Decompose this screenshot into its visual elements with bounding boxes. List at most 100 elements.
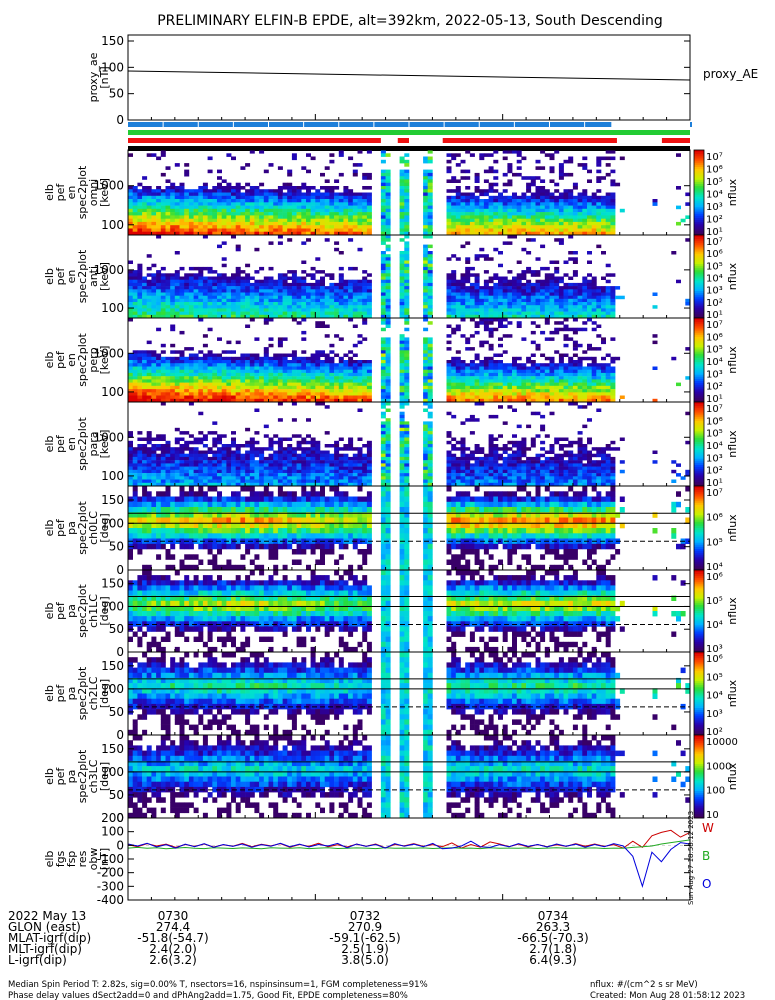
- spectrogram-cell: [502, 398, 508, 403]
- spectrogram-cell: [591, 392, 597, 396]
- spectrogram-cell: [652, 202, 658, 206]
- spectrogram-cell: [165, 456, 171, 461]
- spectrogram-cell: [249, 314, 255, 319]
- spectrogram-cell: [291, 398, 297, 403]
- spectrogram-cell: [249, 353, 255, 357]
- spectrogram-cell: [151, 372, 157, 377]
- spectrogram-cell: [324, 305, 330, 309]
- spectrogram-cell: [128, 450, 133, 454]
- spectrogram-cell: [320, 389, 325, 393]
- spectrogram-cell: [577, 282, 583, 287]
- status-bar-blue-seg-0: [128, 122, 612, 127]
- spectrogram-cell: [329, 225, 335, 229]
- spectrogram-cell: [572, 366, 578, 370]
- spectrogram-cell: [521, 192, 527, 197]
- spectrogram-cell: [404, 257, 410, 261]
- spectrogram-cell: [479, 360, 485, 364]
- spectrogram-cell: [282, 186, 288, 190]
- spectrogram-cell: [329, 208, 335, 213]
- spectrogram-cell: [142, 231, 148, 236]
- spectrogram-cell: [352, 192, 358, 197]
- spectrogram-cell: [165, 292, 171, 296]
- spectrogram-cell: [521, 282, 527, 287]
- spectrogram-cell: [320, 395, 325, 399]
- spectrogram-cell: [291, 218, 297, 223]
- spectrogram-cell: [170, 292, 176, 296]
- spectrogram-cell: [245, 208, 251, 213]
- spectrogram-cell: [483, 298, 489, 303]
- spectrogram-cell: [226, 444, 232, 448]
- status-bar-red-seg-1: [397, 138, 409, 143]
- spectrogram-cell: [469, 286, 475, 290]
- spectrogram-cell: [142, 208, 148, 213]
- spectrogram-cell: [146, 254, 152, 258]
- spectrogram-cell: [427, 231, 433, 236]
- spectrogram-cell: [601, 218, 606, 223]
- spectrogram-cell: [137, 195, 143, 200]
- spectrogram-cell: [479, 156, 485, 161]
- spectrogram-cell: [516, 372, 522, 377]
- spectrogram-cell: [231, 369, 236, 374]
- spectrogram-cell: [366, 282, 372, 287]
- spectrogram-cell: [306, 298, 311, 303]
- spectrogram-cell: [338, 289, 344, 293]
- spectrogram-cell: [207, 228, 213, 233]
- spectrogram-cell: [296, 308, 302, 312]
- spectrogram-cell: [324, 166, 330, 170]
- spectrogram-cell: [179, 195, 185, 200]
- spectrogram-cell: [357, 205, 363, 210]
- spectrogram-cell: [526, 286, 532, 290]
- spectrogram-cell: [423, 257, 429, 261]
- spectrogram-cell: [282, 392, 288, 396]
- spectrogram-cell: [226, 195, 232, 200]
- spectrogram-cell: [259, 369, 265, 374]
- spectrogram-cell: [488, 215, 494, 219]
- spectrogram-cell: [404, 366, 410, 370]
- spectrogram-cell: [540, 305, 546, 309]
- spectrogram-cell: [128, 189, 133, 193]
- spectrogram-cell: [526, 215, 532, 219]
- spectrogram-cell: [240, 314, 246, 319]
- spectrogram-cell: [446, 166, 452, 170]
- spectrogram-cell: [132, 273, 138, 277]
- spectrogram-cell: [254, 195, 260, 200]
- spectrogram-cell: [507, 150, 513, 154]
- spectrogram-cell: [507, 385, 513, 390]
- spectrogram-cell: [212, 453, 218, 458]
- spectrogram-cell: [188, 479, 194, 483]
- spectrogram-cell: [217, 398, 222, 403]
- spectrogram-cell: [498, 321, 503, 325]
- spectrogram-cell: [128, 456, 133, 461]
- spectrogram-cell: [577, 289, 583, 293]
- spectrogram-cell: [469, 360, 475, 364]
- spectrogram-cell: [568, 392, 574, 396]
- spectrogram-cell: [596, 215, 602, 219]
- spectrogram-cell: [572, 273, 578, 277]
- spectrogram-cell: [240, 363, 246, 367]
- spectrogram-cell: [174, 447, 180, 451]
- spectrogram-cell: [483, 327, 489, 332]
- spectrogram-cell: [488, 292, 494, 296]
- spectrogram-cell: [591, 305, 597, 309]
- spectrogram-cell: [249, 221, 255, 226]
- spectrogram-cell: [235, 363, 241, 367]
- spectrogram-cell: [488, 372, 494, 377]
- spectrogram-cell: [132, 447, 138, 451]
- spectrogram-cell: [474, 286, 480, 290]
- spectrogram-cell: [460, 308, 466, 312]
- spectrogram-cell: [221, 298, 227, 303]
- spectrogram-cell: [174, 382, 180, 387]
- spectrogram-cell: [399, 337, 405, 341]
- spectrogram-cell: [273, 463, 279, 467]
- spectrogram-cell: [554, 305, 560, 309]
- spectrogram-cell: [151, 286, 157, 290]
- spectrogram-cell: [235, 298, 241, 303]
- spectrogram-cell: [179, 311, 185, 316]
- spectrogram-cell: [301, 369, 307, 374]
- spectrogram-cell: [610, 369, 616, 374]
- spectrogram-cell: [338, 231, 344, 236]
- spectrogram-cell: [549, 156, 555, 161]
- spectrogram-cell: [198, 286, 204, 290]
- spectrogram-cell: [156, 460, 162, 464]
- spectrogram-cell: [128, 392, 133, 396]
